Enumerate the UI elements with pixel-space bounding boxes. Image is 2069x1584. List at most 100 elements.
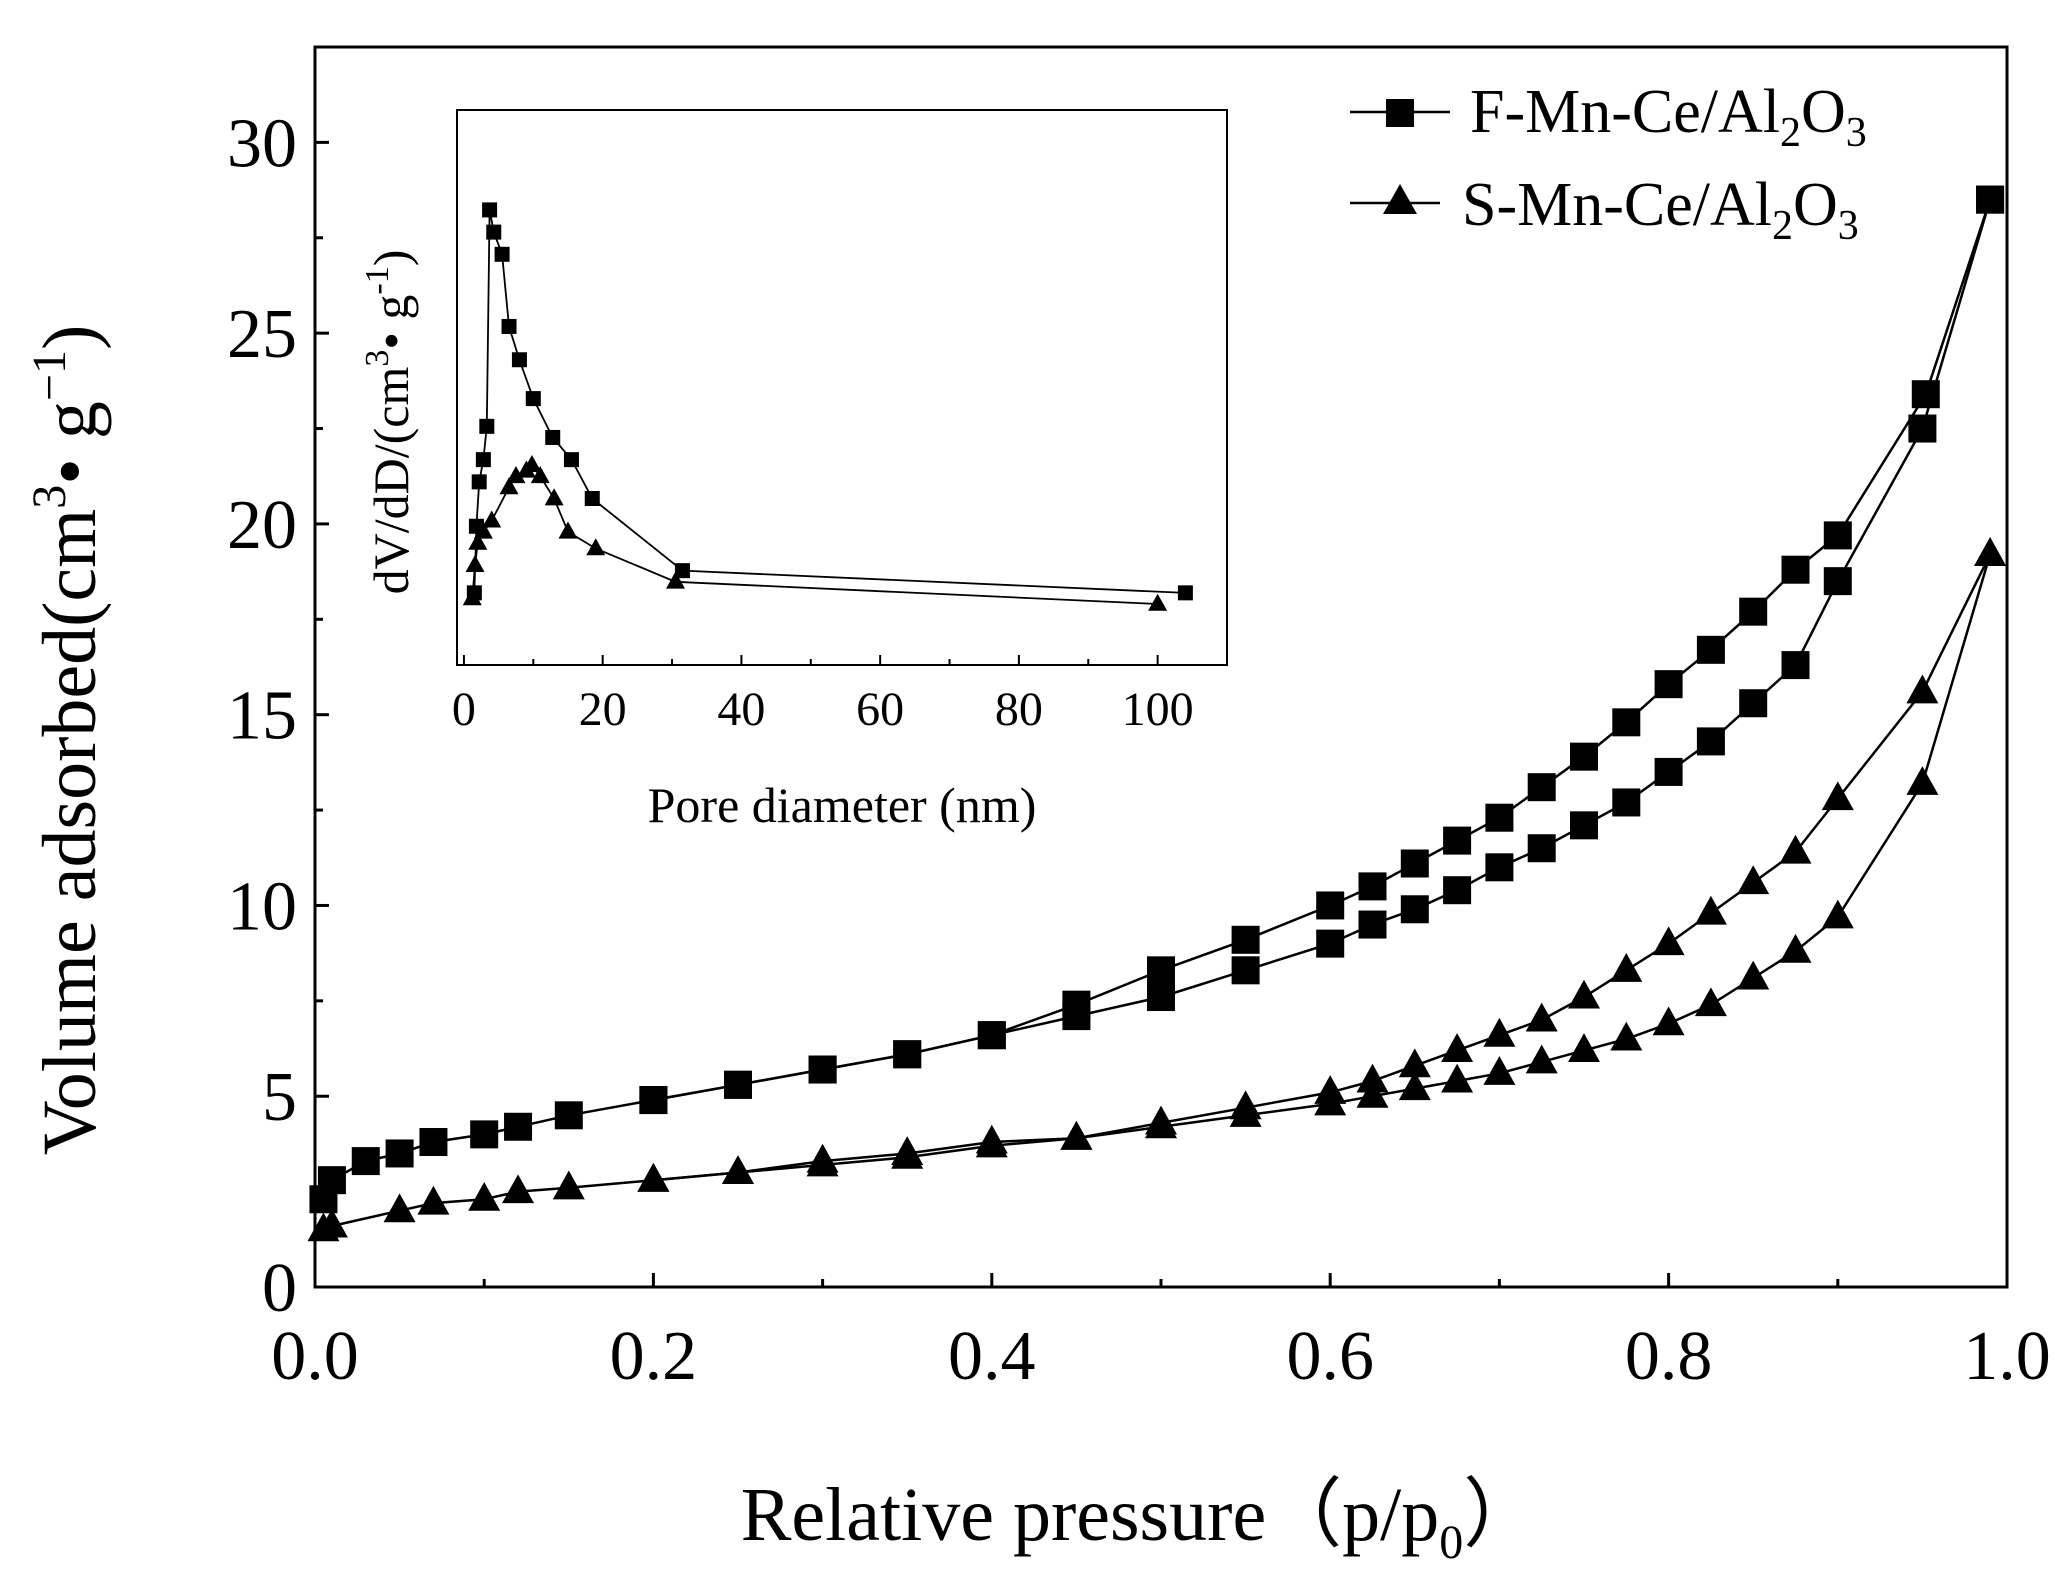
main-y-tick-label: 0: [262, 1250, 297, 1327]
inset-x-tick-label: 60: [856, 683, 904, 736]
inset-y-axis-label-sup1: 3: [359, 350, 396, 367]
main-x-axis-label-sub: 0: [1439, 1516, 1463, 1569]
adsorption-point: [317, 1166, 346, 1195]
desorption-point: [1612, 708, 1641, 737]
desorption-point: [1654, 670, 1683, 699]
desorption-point: [722, 1155, 754, 1185]
main-x-tick-label: 0.0: [271, 1318, 359, 1395]
adsorption-point: [468, 1181, 501, 1211]
adsorption-point: [1821, 899, 1854, 929]
adsorption-point: [315, 1208, 348, 1238]
desorption-point: [1976, 185, 2005, 214]
inset-x-tick-label: 80: [995, 683, 1043, 736]
main-y-axis-label-sup1: 3: [23, 485, 76, 509]
main-y-tick-label: 10: [227, 868, 297, 945]
desorption-point: [1485, 803, 1514, 832]
desorption-point: [1974, 537, 2007, 566]
main-series-group: [307, 185, 2007, 1242]
legend-marker-s: [1383, 184, 1417, 214]
adsorption-point: [1527, 834, 1556, 863]
desorption-point: [639, 1086, 668, 1115]
adsorption-point: [1612, 788, 1641, 817]
legend-entry-f: F-Mn-Ce/Al2O3: [1350, 78, 1867, 156]
adsorption-point: [351, 1147, 380, 1176]
legend-label-f-sub1: 2: [1780, 110, 1801, 156]
desorption-point: [1356, 1063, 1389, 1093]
desorption-point: [893, 1040, 922, 1069]
inset-plot-frame: [456, 109, 1228, 666]
desorption-point: [1906, 674, 1939, 704]
desorption-point: [1060, 1120, 1093, 1150]
desorption-point: [1779, 834, 1812, 864]
inset-point: [666, 571, 686, 589]
adsorption-point: [1483, 1056, 1516, 1085]
legend: F-Mn-Ce/Al2O3 S-Mn-Ce/Al2O3: [1350, 78, 1867, 249]
adsorption-point: [470, 1120, 499, 1149]
adsorption-point: [554, 1101, 583, 1130]
desorption-point: [1358, 872, 1387, 901]
desorption-point: [1694, 895, 1727, 925]
inset-line: [473, 209, 1186, 594]
desorption-point: [1441, 1033, 1474, 1062]
main-y-axis-label-end: ): [28, 325, 112, 350]
desorption-point: [1443, 826, 1472, 855]
inset-x-tick-label: 40: [717, 683, 765, 736]
inset-point: [501, 318, 517, 334]
desorption-point: [1781, 555, 1810, 584]
main-y-tick-label: 15: [227, 678, 297, 755]
adsorption-point: [1570, 811, 1598, 840]
inset-point: [468, 532, 488, 550]
inset-x-tick-label: 0: [452, 683, 476, 736]
inset-point: [584, 491, 600, 506]
adsorption-point: [552, 1170, 585, 1200]
adsorption-point: [1652, 1006, 1685, 1036]
legend-marker-f: [1386, 99, 1414, 127]
desorption-point: [891, 1136, 924, 1165]
main-x-axis-label-end: ）: [1463, 1473, 1539, 1557]
desorption-point: [1314, 1075, 1347, 1104]
adsorption-point: [1443, 876, 1472, 905]
desorption-point: [1145, 1105, 1177, 1135]
adsorption-point: [1398, 1071, 1431, 1101]
desorption-point: [1316, 891, 1345, 920]
adsorption-point: [1781, 651, 1810, 680]
inset-point: [586, 538, 606, 556]
inset-x-tick-label: 100: [1122, 683, 1194, 736]
inset-point: [482, 202, 498, 218]
inset-point: [465, 554, 485, 572]
legend-label-s: S-Mn-Ce/Al2O3: [1462, 171, 1859, 249]
adsorption-point: [385, 1139, 414, 1168]
main-y-tick-label: 5: [262, 1059, 297, 1136]
adsorption-point: [1568, 1033, 1600, 1062]
desorption-point: [724, 1070, 752, 1099]
inset-axis-ticks: 0 20 40 60 80 100: [452, 655, 1194, 736]
inset-point: [1177, 585, 1193, 601]
desorption-point: [1570, 742, 1598, 771]
adsorption-point: [1231, 956, 1260, 985]
main-y-tick-label: 25: [227, 296, 297, 373]
adsorption-point: [1316, 929, 1345, 958]
inset-series-square: [466, 202, 1193, 601]
desorption-point: [808, 1055, 837, 1084]
adsorption-point: [1610, 1021, 1643, 1051]
desorption-point: [1911, 380, 1940, 409]
adsorption-point: [1441, 1063, 1474, 1093]
inset-point: [1148, 593, 1168, 611]
inset-point: [475, 452, 491, 468]
desorption-point: [975, 1124, 1008, 1154]
main-x-tick-label: 1.0: [1963, 1318, 2051, 1395]
main-y-tick-label: 30: [227, 105, 297, 182]
desorption-point: [1400, 849, 1429, 878]
main-series-s: [307, 537, 2007, 1242]
legend-label-s-sub2: 3: [1838, 203, 1859, 249]
main-series-f: [309, 185, 2005, 1214]
adsorption-point: [1906, 766, 1939, 795]
desorption-point: [1737, 865, 1770, 895]
desorption-point: [1823, 521, 1852, 550]
inset-point: [471, 474, 487, 490]
adsorption-point: [1485, 853, 1514, 882]
desorption-point: [1147, 956, 1175, 985]
adsorption-point: [417, 1185, 450, 1215]
